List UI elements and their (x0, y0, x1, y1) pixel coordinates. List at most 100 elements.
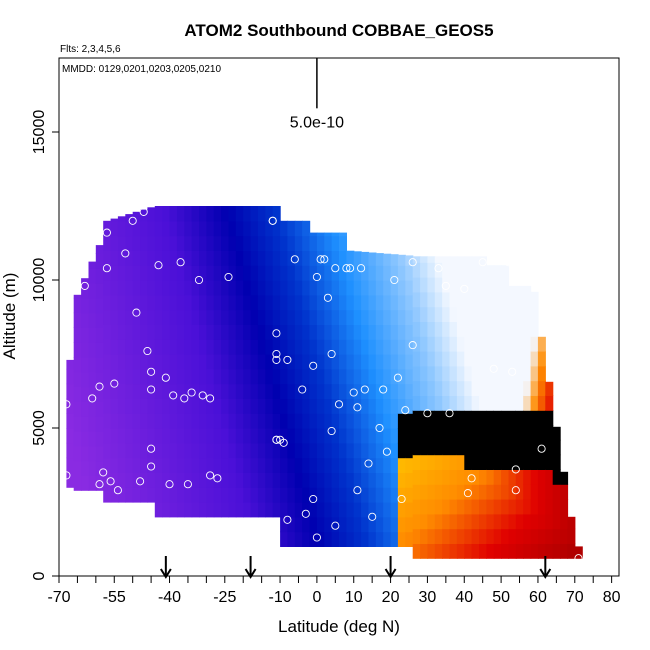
heatmap-cell (280, 457, 289, 473)
heatmap-cell (368, 531, 377, 547)
heatmap-cell (331, 487, 340, 503)
heatmap-cell (456, 439, 465, 456)
heatmap-cell (368, 398, 377, 414)
heatmap-cell (110, 368, 119, 385)
heatmap-cell (117, 309, 126, 325)
heatmap-cell (427, 425, 436, 441)
heatmap-cell (508, 543, 517, 559)
heatmap-cell (95, 371, 104, 388)
heatmap-cell (427, 454, 436, 470)
heatmap-cell (390, 457, 399, 473)
heatmap-cell (213, 250, 222, 266)
heatmap-cell (434, 380, 443, 396)
heatmap-cell (479, 469, 487, 485)
heatmap-cell (257, 383, 266, 399)
heatmap-cell (368, 457, 377, 473)
heatmap-cell (361, 309, 370, 325)
heatmap-cell (81, 297, 90, 314)
heatmap-cell (353, 251, 362, 266)
heatmap-cell (235, 428, 244, 444)
heatmap-cell (530, 469, 539, 485)
heatmap-cell (103, 413, 112, 429)
heatmap-cell (302, 235, 311, 251)
heatmap-cell (427, 351, 436, 367)
heatmap-cell (353, 487, 362, 503)
heatmap-cell (397, 280, 406, 296)
heatmap-cell (420, 439, 429, 456)
heatmap-cell (110, 354, 119, 370)
heatmap-cell (235, 294, 244, 311)
heatmap-cell (537, 528, 546, 544)
heatmap-cell (324, 413, 333, 429)
heatmap-cell (235, 309, 244, 325)
heatmap-cell (280, 472, 289, 488)
sample-point (147, 462, 156, 471)
heatmap-cell (110, 280, 119, 296)
heatmap-cell (412, 291, 421, 308)
sample-point (165, 480, 174, 489)
heatmap-cell (412, 410, 421, 426)
heatmap-cell (375, 354, 384, 370)
heatmap-cell (427, 395, 436, 411)
heatmap-cell (280, 428, 289, 444)
sample-point (113, 486, 122, 495)
heatmap-cell (221, 235, 230, 251)
heatmap-cell (537, 469, 546, 485)
heatmap-cell (508, 351, 517, 367)
heatmap-cell (81, 278, 90, 284)
heatmap-cell (346, 294, 355, 311)
heatmap-cell (154, 280, 163, 296)
heatmap-cell (221, 220, 230, 237)
heatmap-cell (162, 413, 171, 429)
heatmap-cell (265, 324, 274, 340)
heatmap-cell (508, 425, 517, 441)
heatmap-cell (257, 309, 266, 325)
heatmap-cell (368, 324, 377, 340)
heatmap-cell (309, 457, 318, 473)
heatmap-cell (331, 531, 340, 547)
heatmap-cell (353, 413, 362, 429)
heatmap-cell (287, 324, 296, 340)
heatmap-cell (280, 442, 289, 459)
heatmap-cell (162, 206, 171, 222)
heatmap-cell (140, 428, 149, 444)
heatmap-cell (420, 410, 429, 426)
heatmap-cell (479, 484, 487, 500)
heatmap-cell (530, 291, 539, 308)
sample-point (106, 477, 115, 486)
heatmap-cell (375, 531, 384, 547)
heatmap-cell (324, 232, 333, 237)
heatmap-cell (331, 265, 340, 281)
heatmap-cell (213, 457, 222, 473)
sample-point (132, 308, 141, 317)
heatmap-cell (397, 457, 406, 473)
heatmap-cell (95, 475, 104, 491)
sample-point (342, 264, 351, 273)
heatmap-cell (206, 235, 215, 251)
heatmap-cell (515, 336, 524, 352)
heatmap-cell (125, 309, 134, 325)
heatmap-cell (235, 502, 244, 518)
heatmap-cell (250, 472, 259, 488)
heatmap-cell (449, 469, 458, 485)
heatmap-cell (508, 454, 517, 470)
heatmap-cell (545, 410, 554, 426)
heatmap-cell (479, 256, 487, 263)
heatmap-cell (316, 294, 325, 311)
heatmap-cell (110, 398, 119, 414)
heatmap-cell (154, 354, 163, 370)
heatmap-cell (331, 502, 340, 518)
heatmap-cell (184, 324, 193, 340)
heatmap-cell (176, 368, 185, 385)
heatmap-cell (471, 439, 480, 456)
heatmap-cell (339, 442, 347, 459)
heatmap-cell (302, 324, 311, 340)
heatmap-cell (73, 460, 82, 476)
heatmap-cell (169, 398, 178, 414)
heatmap-cell (501, 425, 510, 441)
heatmap-cell (567, 528, 576, 544)
heatmap-cell (493, 291, 502, 308)
heatmap-cell (420, 365, 429, 382)
heatmap-cell (353, 472, 362, 488)
heatmap-cell (537, 439, 546, 456)
